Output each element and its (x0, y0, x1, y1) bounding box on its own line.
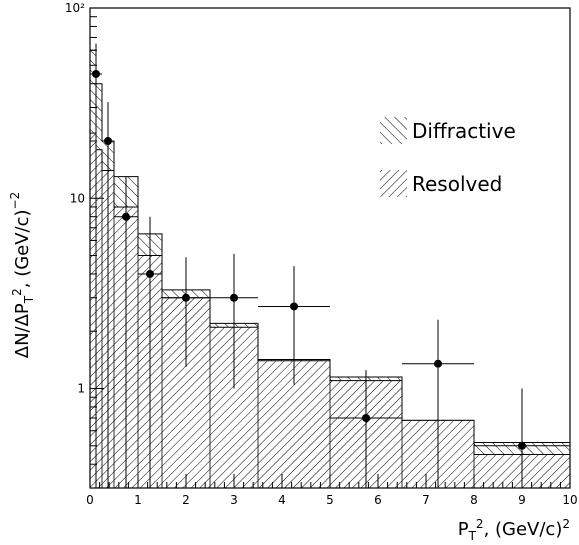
legend-swatch-diffractive (380, 117, 407, 144)
x-tick-label: 4 (278, 493, 286, 507)
x-tick-label: 7 (422, 493, 430, 507)
y-tick-label: 10² (65, 1, 85, 15)
resolved-bar (90, 133, 96, 488)
x-tick-label: 9 (518, 493, 526, 507)
x-tick-label: 2 (182, 493, 190, 507)
data-points (90, 43, 570, 488)
x-tick-label: 6 (374, 493, 382, 507)
data-point (230, 293, 238, 302)
x-axis-title: PT2, (GeV/c)2 (458, 517, 570, 543)
data-point (146, 269, 154, 278)
data-point (182, 293, 190, 302)
x-tick-label: 10 (562, 493, 577, 507)
y-axis-title: ΔN/ΔPT2, (GeV/c)−2 (8, 192, 36, 359)
x-tick-label: 8 (470, 493, 478, 507)
data-point (434, 359, 442, 368)
x-tick-label: 5 (326, 493, 334, 507)
legend: Diffractive Resolved (380, 117, 516, 197)
x-tick-label: 1 (134, 493, 142, 507)
data-point (92, 69, 100, 78)
y-tick-label: 10 (70, 191, 85, 205)
legend-swatch-resolved (380, 170, 407, 197)
resolved-bar (96, 149, 102, 489)
y-axis-ticks: 1 10 10² (65, 1, 104, 489)
data-point (290, 302, 298, 311)
x-tick-label: 3 (230, 493, 238, 507)
data-point (362, 413, 370, 422)
data-point (122, 212, 130, 221)
resolved-bars (89, 132, 571, 489)
x-tick-label: 0 (86, 493, 94, 507)
y-tick-label: 1 (77, 382, 85, 396)
data-point (104, 136, 112, 145)
data-point (518, 441, 526, 450)
legend-label-resolved: Resolved (412, 172, 502, 196)
legend-label-diffractive: Diffractive (412, 119, 516, 143)
x-axis-ticks: 0 1 2 3 4 5 6 7 8 9 10 (86, 474, 578, 507)
